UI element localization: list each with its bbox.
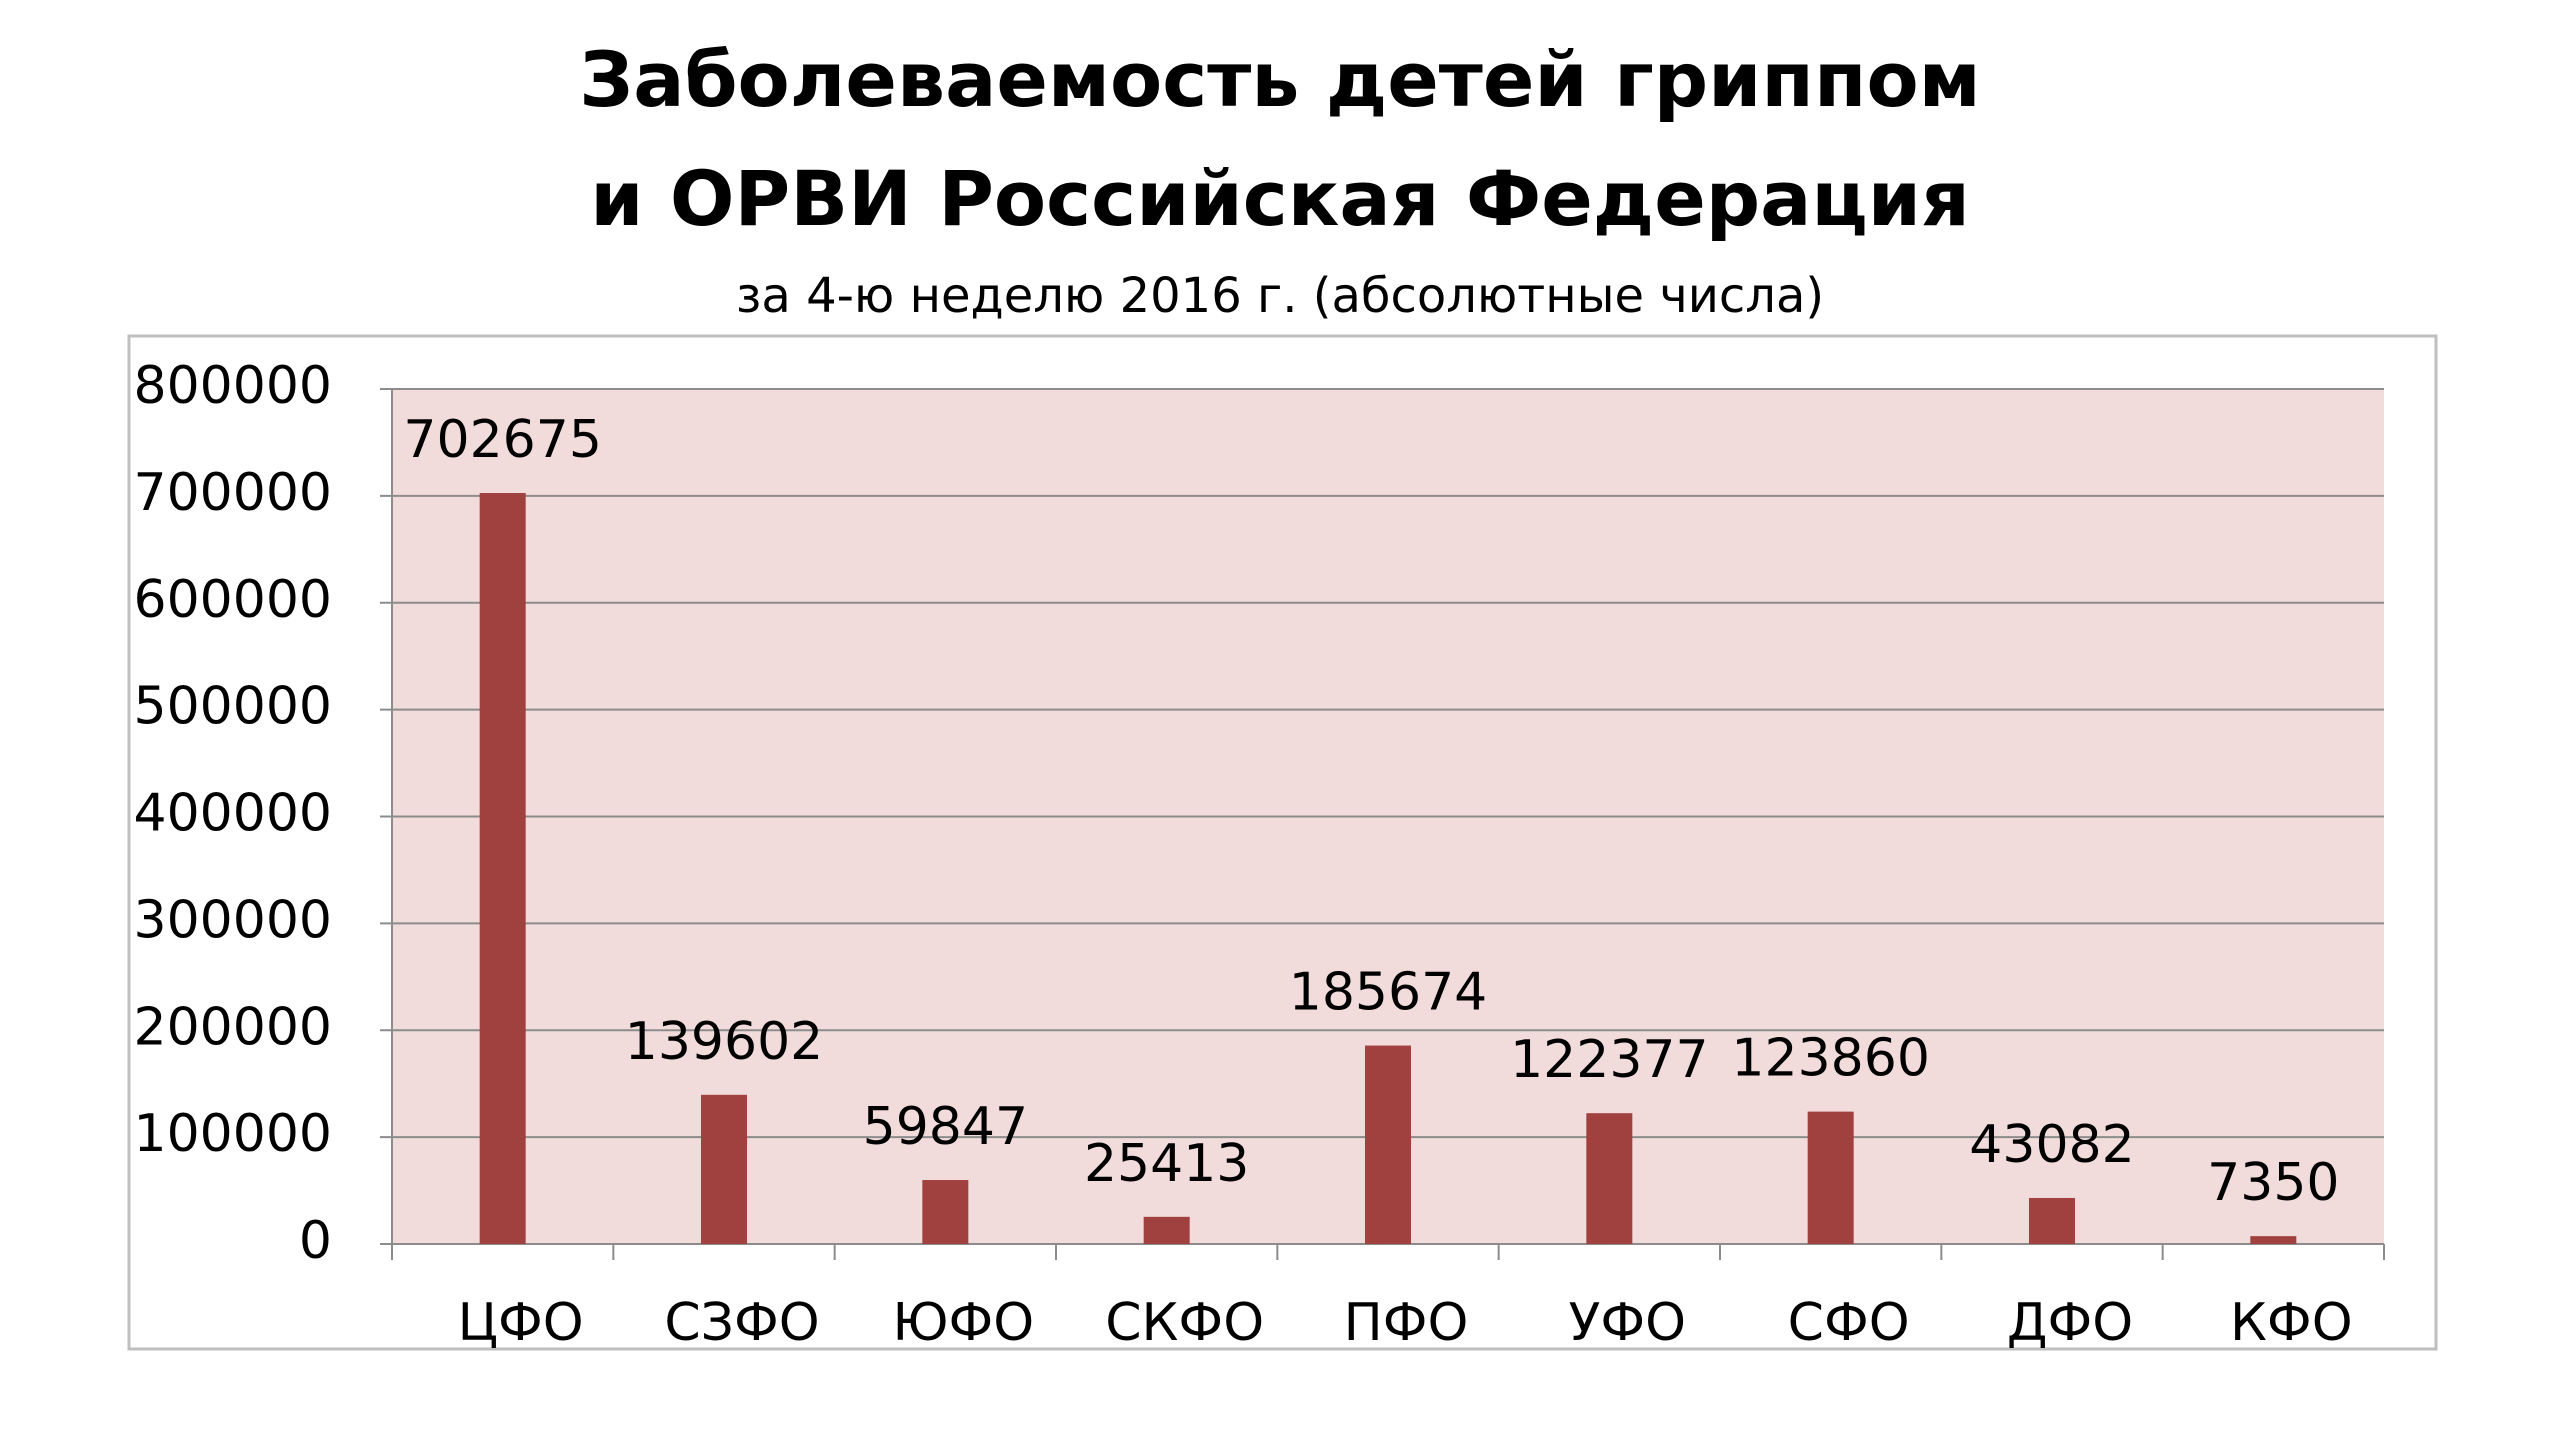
bar [1807, 1111, 1854, 1244]
bar [479, 493, 526, 1244]
x-tick-label: СЗФО [664, 1293, 819, 1353]
bar [1365, 1045, 1411, 1244]
y-tick-label: 500000 [133, 677, 332, 737]
x-tick-label: СФО [1788, 1293, 1910, 1353]
bar [2029, 1197, 2075, 1244]
data-label: 43082 [1969, 1115, 2134, 1175]
data-label: 139602 [625, 1012, 824, 1072]
x-tick-label: ДФО [2007, 1293, 2133, 1353]
bar [922, 1180, 969, 1244]
x-tick-label: ПФО [1344, 1293, 1469, 1353]
bar [701, 1094, 747, 1244]
x-tick-label: КФО [2230, 1293, 2353, 1353]
y-tick-label: 300000 [133, 890, 332, 950]
y-tick-label: 600000 [133, 570, 332, 630]
data-label: 25413 [1084, 1134, 1249, 1194]
chart-subtitle: за 4-ю неделю 2016 г. (абсолютные числа) [736, 268, 1824, 324]
x-tick-label: УФО [1569, 1293, 1686, 1353]
chart-title: и ОРВИ Российская Федерация [590, 154, 1970, 243]
data-label: 122377 [1510, 1030, 1709, 1090]
y-tick-label: 100000 [133, 1104, 332, 1164]
y-tick-label: 800000 [133, 356, 332, 416]
chart-title: Заболеваемость детей гриппом [579, 35, 1981, 124]
data-label: 185674 [1289, 963, 1488, 1023]
data-label: 7350 [2207, 1153, 2339, 1213]
data-label: 59847 [863, 1097, 1028, 1157]
y-tick-label: 400000 [133, 784, 332, 844]
bar [2250, 1236, 2297, 1244]
y-tick-label: 200000 [133, 997, 332, 1057]
bar [1586, 1113, 1633, 1244]
y-tick-label: 700000 [133, 463, 332, 523]
x-tick-label: ЮФО [892, 1293, 1034, 1353]
x-tick-label: СКФО [1105, 1293, 1264, 1353]
x-tick-label: ЦФО [458, 1293, 584, 1353]
bar [1143, 1216, 1190, 1244]
data-label: 702675 [403, 410, 602, 470]
y-tick-label: 0 [299, 1211, 332, 1271]
data-label: 123860 [1731, 1029, 1930, 1089]
chart-frame [127, 334, 2438, 1351]
